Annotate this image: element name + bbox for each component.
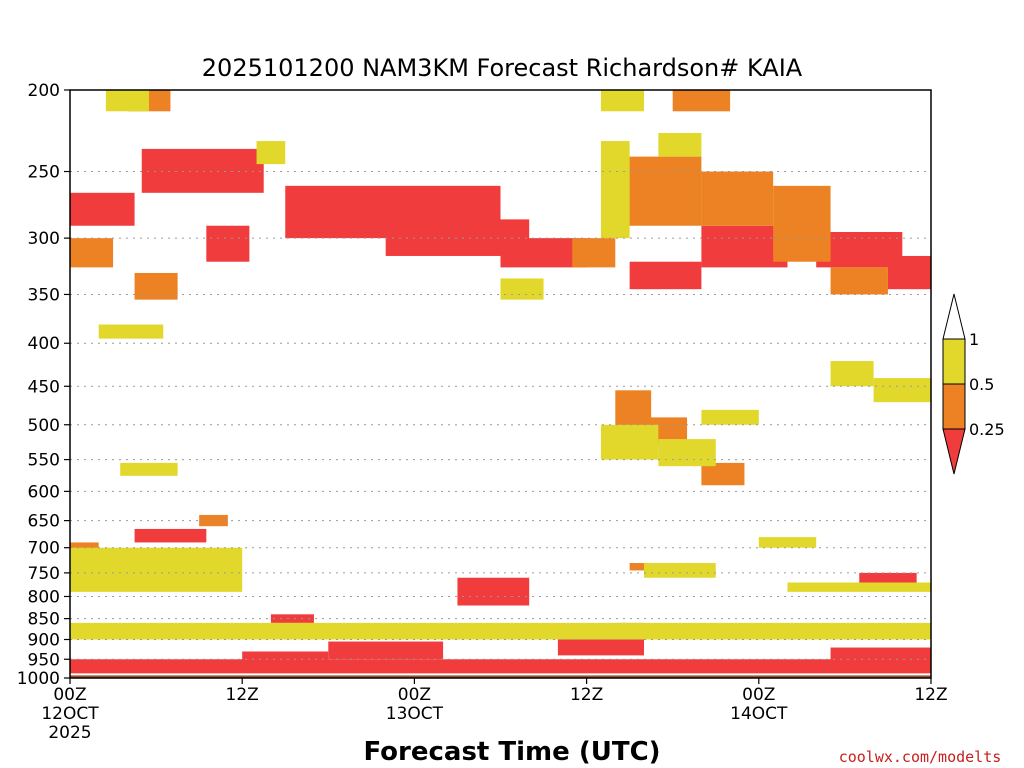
x-tick-label-2-0: 00Z [398, 685, 431, 705]
ri-region-48 [500, 278, 544, 300]
ri-region-1 [141, 148, 264, 193]
colorbar-bin-orange [942, 383, 966, 430]
y-tick-label-800: 800 [28, 587, 60, 607]
y-tick-label-900: 900 [28, 631, 60, 651]
y-tick-label-700: 700 [28, 539, 60, 559]
ri-region-39 [600, 141, 630, 239]
ri-region-41 [98, 324, 164, 339]
ri-region-38 [256, 141, 286, 165]
plot-frame [69, 89, 932, 679]
ri-region-33 [270, 614, 314, 623]
ri-region-42 [120, 462, 178, 476]
below-ground-fill [70, 674, 931, 678]
ri-region-49 [70, 622, 931, 640]
ri-region-14 [701, 171, 774, 226]
ri-region-40 [658, 133, 702, 157]
colorbar-bin-yellow [942, 338, 966, 385]
y-tick-label-850: 850 [28, 610, 60, 630]
colorbar-bottom-arrow [942, 428, 966, 475]
credit-text: coolwx.com/modelts [839, 748, 1002, 766]
x-tick-label-5-0: 12Z [914, 685, 947, 705]
ri-region-15 [773, 185, 831, 262]
ri-region-16 [830, 267, 888, 295]
y-tick-label-950: 950 [28, 650, 60, 670]
x-tick-label-4-1: 14OCT [730, 704, 788, 724]
chart-title: 2025101200 NAM3KM Forecast Richardson# K… [202, 54, 803, 82]
ri-region-46 [830, 361, 874, 387]
ri-region-9 [206, 225, 250, 262]
ri-region-44 [658, 439, 716, 467]
ri-region-27 [457, 577, 530, 606]
y-tick-label-600: 600 [28, 482, 60, 502]
ri-region-21 [701, 462, 745, 486]
x-tick-label-0-2: 2025 [48, 723, 91, 743]
x-tick-label-4-0: 00Z [742, 685, 775, 705]
y-tick-label-350: 350 [28, 285, 60, 305]
colorbar-label-1: 1 [969, 330, 979, 349]
y-tick-label-400: 400 [28, 334, 60, 354]
ri-region-32 [830, 647, 931, 662]
ri-region-34 [859, 572, 917, 583]
y-tick-label-1000: 1000 [17, 669, 60, 689]
plot-area [69, 89, 932, 679]
ri-region-45 [701, 409, 759, 425]
ri-region-8 [887, 255, 931, 290]
ri-region-47 [873, 378, 931, 403]
colorbar-legend: 1 0.5 0.25 [942, 293, 1005, 475]
ri-regions [70, 90, 931, 675]
y-tick-label-550: 550 [28, 451, 60, 471]
y-tick-label-200: 200 [28, 81, 60, 101]
ri-region-12 [134, 272, 178, 300]
x-tick-label-3-0: 12Z [570, 685, 603, 705]
ri-region-51 [644, 563, 716, 578]
ri-region-10 [70, 238, 114, 268]
x-axis-label: Forecast Time (UTC) [363, 737, 660, 767]
colorbar-top-arrow [942, 293, 966, 340]
ri-region-23 [199, 514, 228, 527]
ri-region-5 [629, 261, 702, 290]
ri-region-36 [105, 90, 149, 112]
ri-region-28 [70, 659, 931, 675]
ri-region-29 [328, 641, 444, 660]
ri-region-37 [600, 90, 644, 112]
ri-region-52 [758, 537, 817, 548]
y-tick-label-750: 750 [28, 564, 60, 584]
ri-region-17 [572, 238, 616, 268]
y-axis: 200 250 300 350 400 450 500 550 600 650 700 750 800 8… [17, 81, 70, 689]
ri-region-26 [134, 528, 207, 543]
ri-region-30 [242, 651, 329, 662]
x-tick-label-0-0: 00Z [53, 685, 86, 705]
y-tick-label-300: 300 [28, 229, 60, 249]
ri-region-50 [70, 547, 243, 592]
y-tick-label-450: 450 [28, 377, 60, 397]
ri-region-18 [672, 90, 731, 112]
ri-region-43 [600, 424, 659, 460]
y-tick-label-650: 650 [28, 512, 60, 532]
y-tick-label-500: 500 [28, 416, 60, 436]
x-tick-label-2-1: 13OCT [386, 704, 444, 724]
x-tick-label-1-0: 12Z [226, 685, 259, 705]
y-tick-label-250: 250 [28, 163, 60, 183]
colorbar-label-0-25: 0.25 [969, 420, 1005, 439]
x-tick-label-0-1: 12OCT [41, 704, 99, 724]
ri-region-0 [70, 192, 135, 226]
colorbar-label-0-5: 0.5 [969, 375, 994, 394]
ri-region-53 [787, 582, 931, 592]
